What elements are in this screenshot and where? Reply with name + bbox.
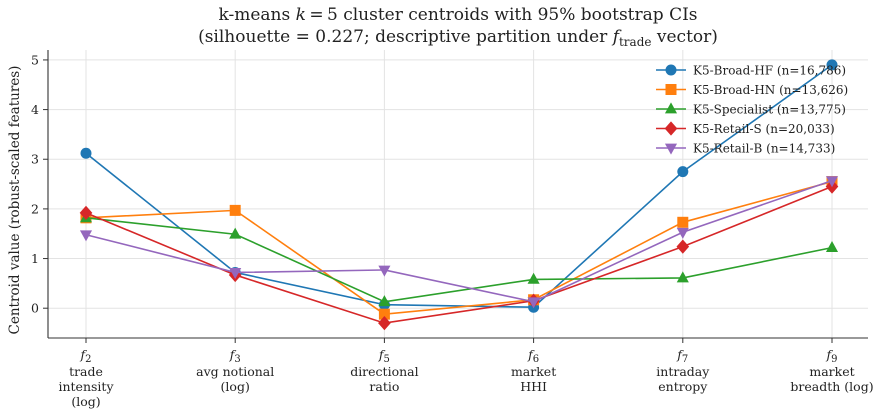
data-point (677, 166, 689, 178)
legend-marker (664, 143, 678, 155)
x-tick-symbol: f9 (825, 347, 837, 365)
data-point (825, 176, 839, 188)
y-ticks: 0 1 2 3 4 5 (31, 52, 48, 316)
data-point (825, 241, 839, 253)
legend-label: K5-Broad-HF (n=16,786) (693, 64, 846, 78)
x-tick-label: market (809, 364, 854, 379)
y-tick-label: 3 (31, 152, 39, 167)
x-tick-label: intraday (656, 364, 710, 379)
x-tick-symbol: f6 (527, 347, 539, 365)
data-point (79, 205, 93, 221)
x-tick-label: avg notional (196, 364, 274, 379)
data-point (378, 295, 391, 307)
x-tick-label: HHI (520, 379, 547, 394)
series-1 (80, 59, 838, 313)
x-tick-label: breadth (log) (790, 379, 873, 394)
chart-title-line1: k-means k = 5 cluster centroids with 95%… (218, 5, 697, 25)
legend-marker (664, 102, 678, 114)
x-tick-label: ratio (369, 379, 399, 394)
data-point (527, 272, 540, 284)
series-3 (79, 211, 839, 307)
x-tick-symbol: f5 (378, 347, 390, 365)
data-point (527, 297, 540, 309)
y-tick-label: 0 (31, 301, 39, 316)
data-point (80, 147, 92, 159)
data-point (676, 239, 690, 254)
y-tick-label: 4 (31, 102, 39, 117)
data-point (676, 271, 689, 283)
data-point (229, 268, 242, 280)
data-point (676, 227, 689, 239)
axes (47, 50, 868, 339)
series-line (85, 180, 833, 315)
x-tick-label: (log) (71, 394, 100, 409)
grid (48, 50, 868, 338)
y-tick-label: 1 (31, 251, 39, 266)
series-2 (80, 176, 838, 320)
legend-label: K5-Retail-S (n=20,033) (693, 122, 835, 136)
series-line (85, 179, 833, 303)
legend-label: K5-Broad-HN (n=13,626) (693, 83, 848, 97)
chart-title-line2: (silhouette = 0.227; descriptive partiti… (198, 27, 718, 49)
data-point (229, 204, 241, 216)
legend-marker (665, 64, 677, 76)
data-point (378, 315, 391, 331)
data-point (378, 308, 390, 320)
x-tick-label: trade (69, 364, 103, 379)
legend: K5-Broad-HF (n=16,786) K5-Broad-HN (n=13,… (656, 64, 848, 156)
legend-label: K5-Retail-B (n=14,733) (693, 142, 835, 156)
series-group (79, 59, 839, 331)
data-point (826, 59, 838, 71)
series-line (85, 185, 833, 324)
x-tick-label: market (511, 364, 556, 379)
x-tick-symbol: f3 (229, 347, 241, 365)
data-point (677, 216, 689, 228)
x-tick-label: intensity (58, 379, 114, 394)
x-tick-symbol: f7 (676, 347, 688, 365)
series-line (85, 64, 833, 309)
legend-label: K5-Specialist (n=13,775) (693, 103, 846, 117)
x-tick-label: entropy (658, 379, 708, 394)
y-axis-label: Centroid value (robust-scaled features) (7, 66, 23, 335)
data-point (79, 230, 93, 242)
x-tick-label: directional (350, 364, 418, 379)
legend-marker (665, 84, 677, 95)
series-5 (79, 176, 839, 309)
x-tick-symbol: f2 (79, 347, 91, 365)
data-point (229, 227, 242, 239)
series-line (85, 217, 833, 303)
y-tick-label: 2 (31, 201, 39, 216)
x-tick-label: (log) (221, 379, 250, 394)
legend-marker (664, 121, 678, 136)
y-tick-label: 5 (31, 52, 39, 67)
data-point (378, 265, 391, 277)
